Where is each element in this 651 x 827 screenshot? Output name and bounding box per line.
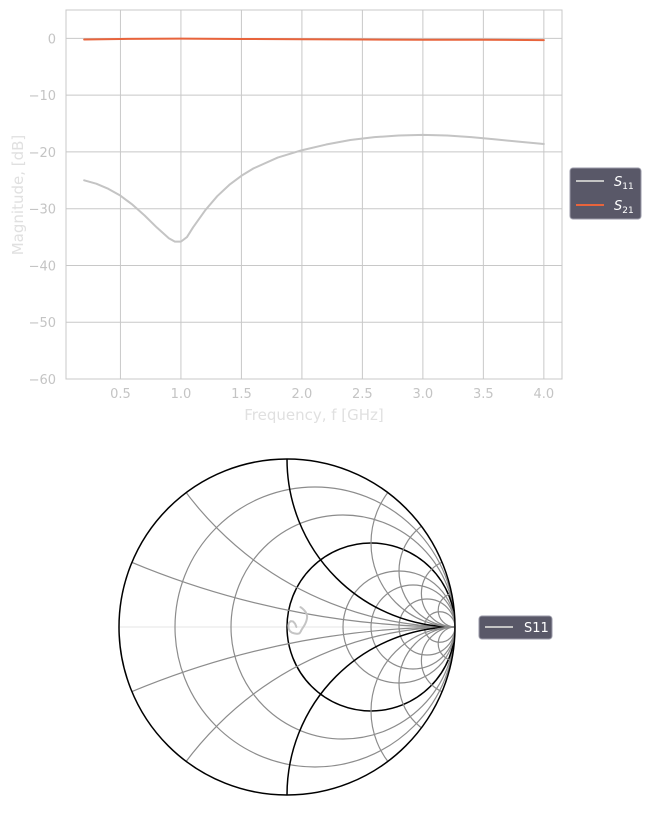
smith-series (287, 606, 309, 635)
smith-reactance-arc (370, 459, 455, 628)
x-tick-label: 4.0 (534, 387, 555, 402)
legend-label-s21: S21 (614, 199, 634, 216)
x-tick-label: 3.0 (413, 387, 434, 402)
series-line-s11 (83, 133, 545, 243)
x-tick-label: 2.0 (292, 387, 313, 402)
smith-reactance-arc (370, 626, 455, 795)
smith-resistance-circle (174, 486, 455, 768)
x-tick-label: 3.5 (473, 387, 494, 402)
y-tick-label: −60 (29, 373, 56, 388)
smith-legend-box (478, 615, 553, 640)
smith-outer-circle (118, 458, 456, 796)
smith-resistance-circle (398, 598, 455, 656)
smith-reactance-arc (286, 626, 455, 795)
y-tick-labels: 0 −10 −20 −30 −40 −50 −60 (29, 32, 56, 388)
series-line-s21 (83, 37, 545, 42)
y-tick-label: −40 (29, 259, 56, 274)
legend-label-s11: S11 (614, 175, 634, 192)
smith-reactance-arc (398, 514, 455, 628)
smith-reactance-arc (398, 626, 455, 740)
x-tick-label: 2.5 (352, 387, 373, 402)
x-tick-label: 1.0 (171, 387, 192, 402)
grid (66, 10, 562, 380)
y-tick-label: −20 (29, 146, 56, 161)
magnitude-chart: 0.5 1.0 1.5 2.0 2.5 3.0 3.5 4.0 0 −10 −20 −30 −40 −5… (9, 9, 642, 424)
smith-resistance-circle (370, 584, 455, 670)
series-lines (83, 37, 545, 243)
smith-reactance-arc (437, 626, 455, 662)
smith-resistance-circle (230, 514, 455, 740)
x-tick-labels: 0.5 1.0 1.5 2.0 2.5 3.0 3.5 4.0 (110, 387, 554, 402)
y-tick-label: 0 (48, 32, 56, 47)
smith-series-s11 (287, 606, 309, 635)
smith-legend-label-s11: S11 (524, 621, 549, 636)
plot-area (65, 9, 563, 380)
y-tick-label: −50 (29, 316, 56, 331)
legend: S11 S21 (569, 167, 642, 220)
x-tick-label: 1.5 (231, 387, 252, 402)
smith-reactance-arc (437, 592, 455, 628)
x-axis-title: Frequency, f [GHz] (244, 406, 384, 424)
smith-reactance-arc (119, 626, 455, 795)
x-tick-label: 0.5 (110, 387, 131, 402)
smith-legend: S11 (478, 615, 553, 640)
smith-reactance-arc (119, 626, 455, 795)
y-tick-label: −10 (29, 89, 56, 104)
y-tick-label: −30 (29, 203, 56, 218)
y-axis-title: Magnitude, [dB] (9, 135, 27, 256)
